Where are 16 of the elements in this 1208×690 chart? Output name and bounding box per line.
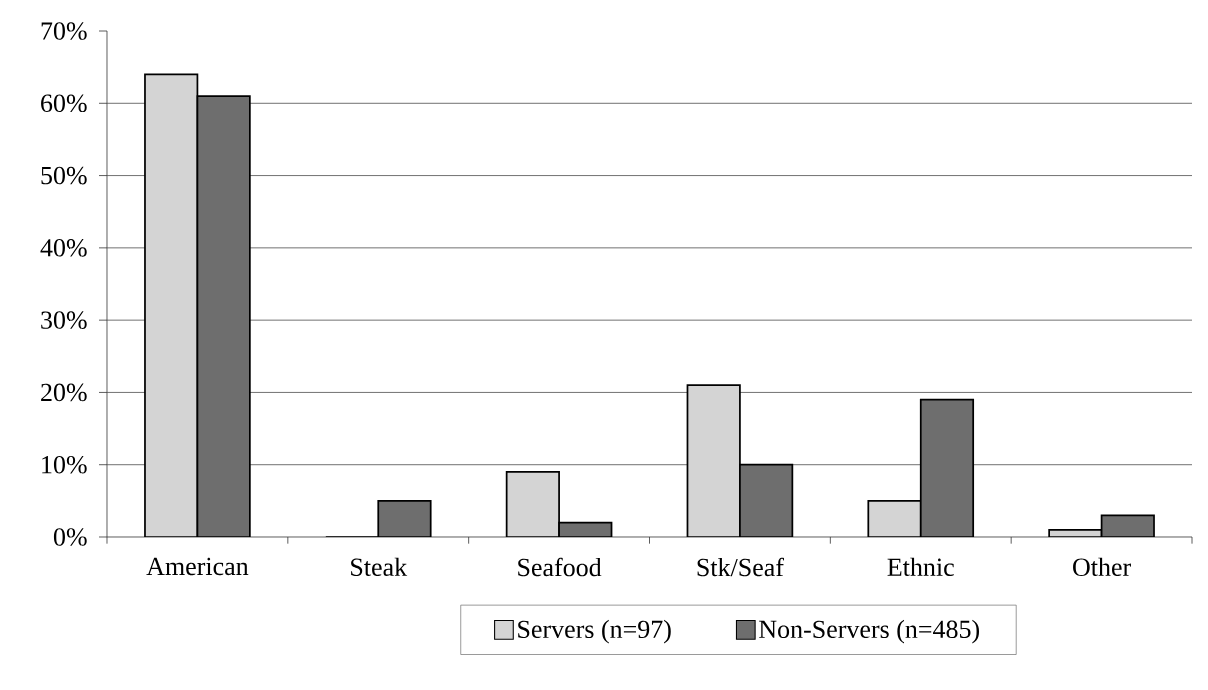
x-tick-label: Steak: [351, 557, 408, 576]
y-tick-label: 20%: [41, 383, 87, 402]
y-tick-label: 40%: [40, 239, 87, 257]
legend-label: Non-Servers (n=485): [759, 619, 980, 644]
x-tick-label: Seafood: [518, 557, 602, 577]
y-tick-label: 50%: [41, 166, 87, 185]
y-tick-label: 0%: [53, 528, 87, 546]
x-tick-label: Stk/Seaf: [697, 557, 784, 577]
x-tick-label: Ethnic: [887, 557, 954, 576]
x-tick-label: American: [146, 557, 249, 576]
legend-label: Servers (n=97): [518, 619, 671, 644]
y-tick-label: 10%: [42, 455, 87, 474]
y-tick-label: 30%: [41, 311, 87, 329]
y-tick-label: 70%: [41, 22, 87, 40]
y-tick-label: 60%: [41, 94, 87, 113]
x-tick-label: Other: [1073, 557, 1131, 576]
